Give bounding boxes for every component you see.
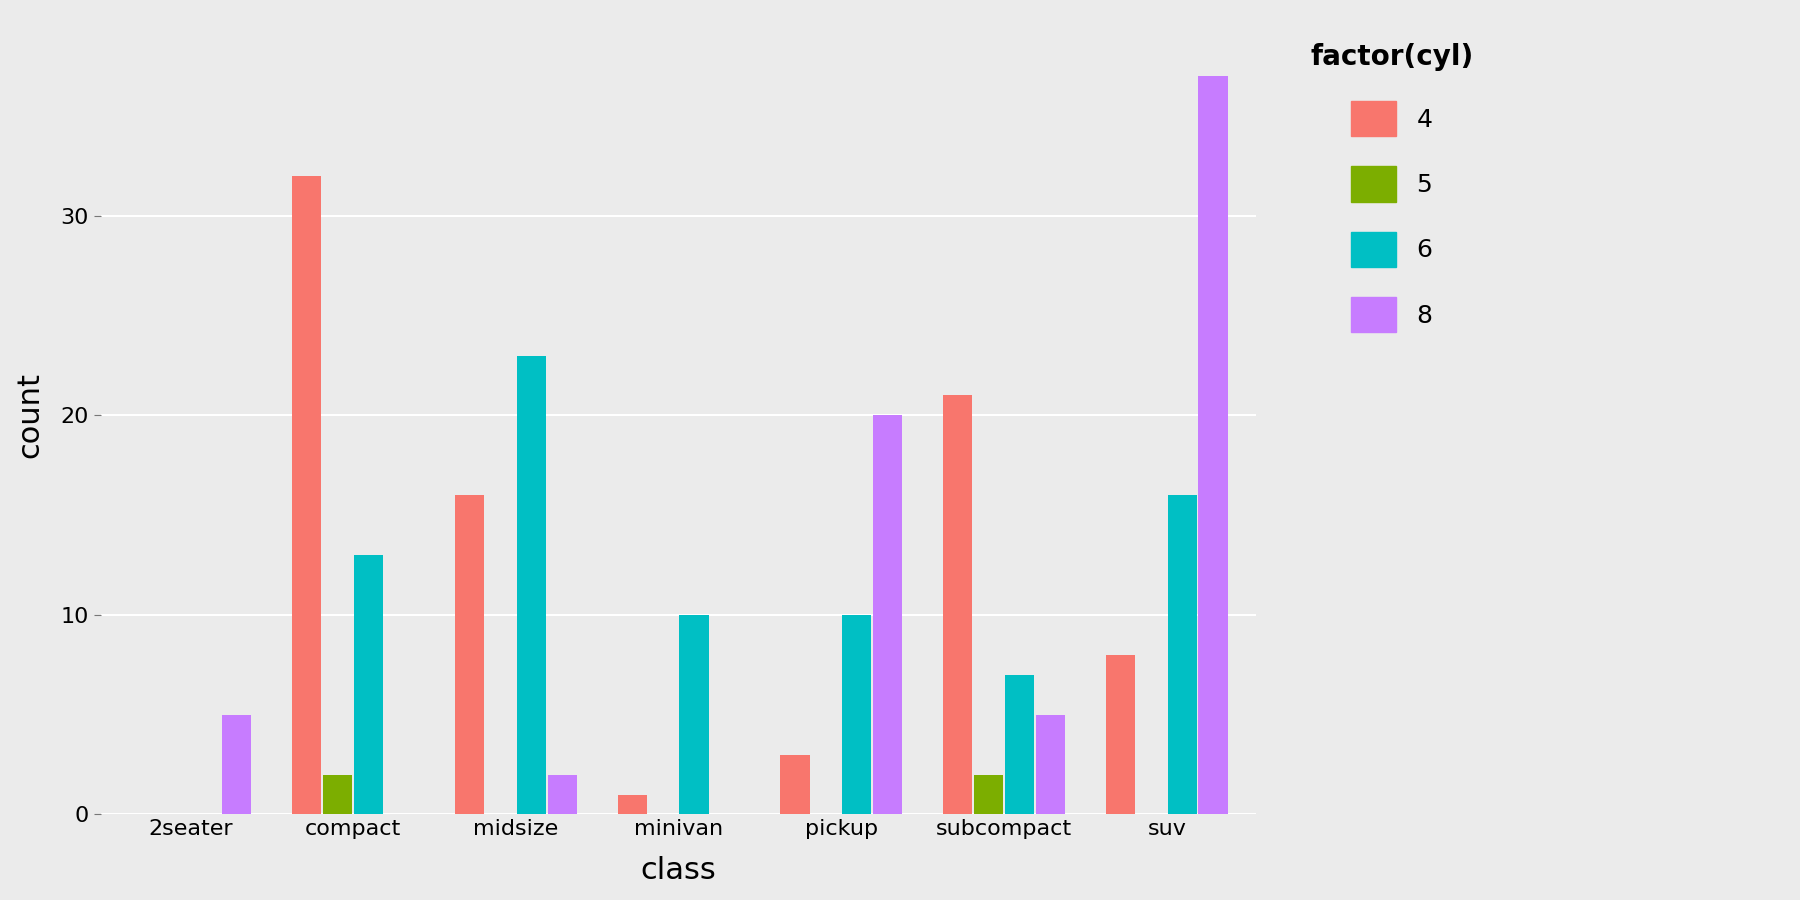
Bar [547,775,578,814]
Legend: 4, 5, 6, 8: 4, 5, 6, 8 [1280,13,1503,363]
Bar [617,795,646,815]
X-axis label: class: class [641,856,716,885]
Bar [679,615,709,814]
Bar [322,775,353,814]
Bar [1105,655,1136,814]
Bar [873,416,902,814]
Bar [779,754,810,814]
Bar [355,555,383,814]
Bar [1004,675,1035,814]
Bar [1199,76,1228,814]
Bar [1035,715,1066,814]
Bar [221,715,252,814]
Bar [455,495,484,814]
Bar [517,356,545,814]
Bar [943,395,972,814]
Bar [974,775,1003,814]
Bar [842,615,871,814]
Y-axis label: count: count [14,373,43,458]
Bar [1168,495,1197,814]
Bar [292,176,322,814]
